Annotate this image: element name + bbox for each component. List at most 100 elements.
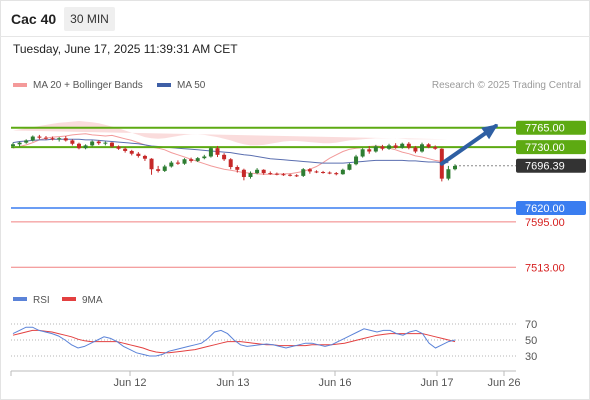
- level-label-bg: [516, 158, 586, 173]
- x-tick-label: Jun 17: [420, 377, 453, 389]
- candle-body: [420, 144, 425, 152]
- header-bar: Cac 40 30 MIN: [0, 0, 590, 37]
- x-tick-label: Jun 12: [113, 377, 146, 389]
- forecast-arrow-head: [481, 124, 499, 140]
- candle-body: [314, 171, 319, 173]
- ma20-swatch: [13, 83, 27, 88]
- level-label: 7513.00: [525, 262, 565, 274]
- candle-body: [268, 173, 273, 175]
- candle-body: [123, 148, 128, 151]
- rsi-tick-30: 30: [525, 351, 537, 363]
- candle-body: [261, 169, 266, 174]
- candle-body: [248, 173, 253, 177]
- candle-body: [228, 159, 233, 168]
- candle-body: [222, 154, 227, 160]
- candle-body: [202, 156, 207, 159]
- candle-body: [367, 149, 372, 152]
- candle-body: [307, 169, 312, 172]
- rsi-tick-70: 70: [525, 319, 537, 331]
- candle-body: [413, 147, 418, 152]
- candle-body: [241, 169, 246, 177]
- candle-body: [142, 155, 147, 159]
- level-label: 7730.00: [525, 142, 565, 154]
- candle-body: [109, 142, 114, 147]
- candle-body: [354, 156, 359, 165]
- ma50-swatch: [157, 83, 171, 88]
- level-label: 7595.00: [525, 217, 565, 229]
- candle-body: [334, 173, 339, 175]
- candle-body: [393, 145, 398, 148]
- credit-text: Research © 2025 Trading Central: [431, 80, 581, 91]
- candle-body: [387, 145, 392, 149]
- candle-body: [70, 140, 75, 144]
- candle-body: [340, 169, 345, 175]
- candle-body: [347, 164, 352, 170]
- candle-body: [57, 138, 62, 140]
- candle-body: [43, 137, 48, 139]
- rsi-chart: RSI 9MA 30 50 70 Jun 12 Jun 13 Jun 16 Jun 17 Jun …: [10, 295, 537, 389]
- candle-body: [116, 146, 121, 149]
- rsi-legend-label: RSI: [33, 295, 50, 306]
- candle-body: [169, 162, 174, 167]
- legend-ma50: MA 50: [157, 80, 205, 91]
- candle-body: [446, 169, 451, 179]
- candle-body: [30, 136, 35, 141]
- candle-body: [321, 172, 326, 173]
- rsi-ma-legend-swatch: [62, 297, 76, 301]
- candle-body: [406, 143, 411, 148]
- candle-body: [208, 148, 213, 157]
- ma20-label: MA 20 + Bollinger Bands: [33, 80, 143, 91]
- candle-body: [195, 158, 200, 161]
- candle-body: [327, 172, 332, 174]
- candle-body: [156, 169, 161, 171]
- candle-body: [400, 143, 405, 148]
- candle-body: [175, 162, 180, 164]
- timeframe-button[interactable]: 30 MIN: [64, 7, 115, 31]
- candle-body: [136, 153, 141, 156]
- candle-body: [63, 138, 68, 141]
- ma50-line: [12, 138, 449, 164]
- candle-body: [162, 166, 167, 171]
- x-tick-label: Jun 16: [318, 377, 351, 389]
- candle-body: [182, 159, 187, 164]
- candle-body: [103, 142, 108, 144]
- candle-body: [50, 138, 55, 140]
- candle-body: [17, 142, 22, 145]
- rsi-tick-50: 50: [525, 335, 537, 347]
- candle-body: [215, 148, 220, 155]
- candle-body: [96, 141, 101, 144]
- ma50-label: MA 50: [177, 80, 206, 91]
- level-label: 7620.00: [525, 203, 565, 215]
- level-label: 7696.39: [525, 161, 565, 173]
- price-chart: 7765.00 7730.00 7696.39 7620.00 7595.00 7513.…: [11, 120, 586, 274]
- candle-body: [380, 146, 385, 149]
- candle-body: [294, 175, 299, 177]
- candle-body: [281, 174, 286, 176]
- instrument-title: Cac 40: [11, 11, 57, 27]
- timestamp: Tuesday, June 17, 2025 11:39:31 AM CET: [13, 42, 238, 56]
- candle-body: [37, 136, 42, 138]
- candle-body: [11, 144, 15, 146]
- candle-body: [76, 143, 81, 149]
- candle-body: [360, 149, 365, 157]
- candle-body: [189, 159, 194, 161]
- level-label: 7765.00: [525, 123, 565, 135]
- x-tick-label: Jun 26: [487, 377, 520, 389]
- candle-body: [453, 165, 457, 170]
- candle-body: [255, 169, 260, 174]
- candle-body: [90, 141, 95, 146]
- candle-body: [24, 140, 29, 143]
- candle-body: [235, 167, 240, 170]
- level-label-bg: [516, 201, 586, 215]
- rsi-legend-swatch: [13, 297, 27, 301]
- rsi-ma-line: [12, 329, 456, 354]
- legend-ma20: MA 20 + Bollinger Bands: [13, 80, 143, 91]
- bollinger-band: [13, 121, 449, 146]
- level-label-bg: [516, 120, 586, 135]
- candle-body: [149, 158, 154, 170]
- level-label-bg: [516, 140, 586, 155]
- candle-body: [129, 150, 134, 154]
- candle-body: [373, 146, 378, 152]
- candle-body: [426, 144, 431, 148]
- candle-body: [83, 145, 88, 149]
